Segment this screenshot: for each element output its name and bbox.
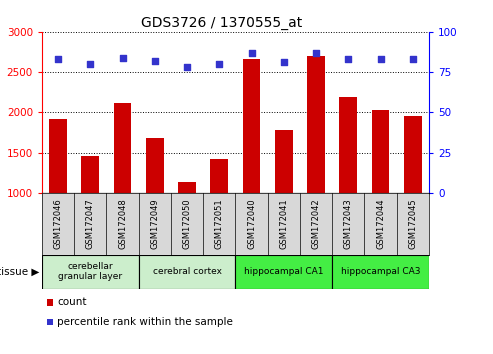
- Point: [183, 64, 191, 70]
- Bar: [372, 110, 389, 193]
- Point: [151, 58, 159, 64]
- Bar: [307, 56, 325, 193]
- Text: GSM172048: GSM172048: [118, 198, 127, 249]
- Point: [215, 61, 223, 67]
- Bar: [49, 119, 67, 193]
- Bar: [211, 159, 228, 193]
- Bar: [275, 130, 293, 193]
- Text: GSM172042: GSM172042: [312, 198, 320, 249]
- Bar: [178, 182, 196, 193]
- Point: [54, 56, 62, 62]
- Text: GSM172040: GSM172040: [247, 198, 256, 249]
- Text: count: count: [57, 297, 87, 307]
- Point: [280, 59, 288, 65]
- Text: tissue ▶: tissue ▶: [0, 267, 39, 277]
- Text: GSM172050: GSM172050: [182, 198, 192, 249]
- Text: hippocampal CA1: hippocampal CA1: [244, 267, 323, 276]
- Text: GSM172049: GSM172049: [150, 198, 159, 249]
- Text: GSM172047: GSM172047: [86, 198, 95, 249]
- Bar: [332, 255, 429, 289]
- Text: GSM172046: GSM172046: [54, 198, 63, 249]
- Text: cerebral cortex: cerebral cortex: [152, 267, 221, 276]
- Bar: [236, 255, 332, 289]
- Point: [409, 56, 417, 62]
- Text: GSM172044: GSM172044: [376, 198, 385, 249]
- Bar: [114, 103, 132, 193]
- Point: [344, 56, 352, 62]
- Bar: [42, 255, 139, 289]
- Text: GSM172045: GSM172045: [408, 198, 417, 249]
- Bar: [243, 59, 260, 193]
- Point: [312, 50, 320, 56]
- Text: GDS3726 / 1370555_at: GDS3726 / 1370555_at: [141, 16, 303, 30]
- Bar: [146, 138, 164, 193]
- Bar: [404, 116, 422, 193]
- Bar: [81, 156, 99, 193]
- Text: GSM172041: GSM172041: [279, 198, 288, 249]
- Point: [86, 61, 94, 67]
- Point: [119, 55, 127, 61]
- Text: percentile rank within the sample: percentile rank within the sample: [57, 317, 233, 327]
- Text: hippocampal CA3: hippocampal CA3: [341, 267, 421, 276]
- Bar: [339, 97, 357, 193]
- Text: cerebellar
granular layer: cerebellar granular layer: [58, 262, 122, 281]
- Point: [247, 50, 255, 56]
- Point: [377, 56, 385, 62]
- Bar: [139, 255, 236, 289]
- Text: GSM172043: GSM172043: [344, 198, 353, 249]
- Text: GSM172051: GSM172051: [215, 198, 224, 249]
